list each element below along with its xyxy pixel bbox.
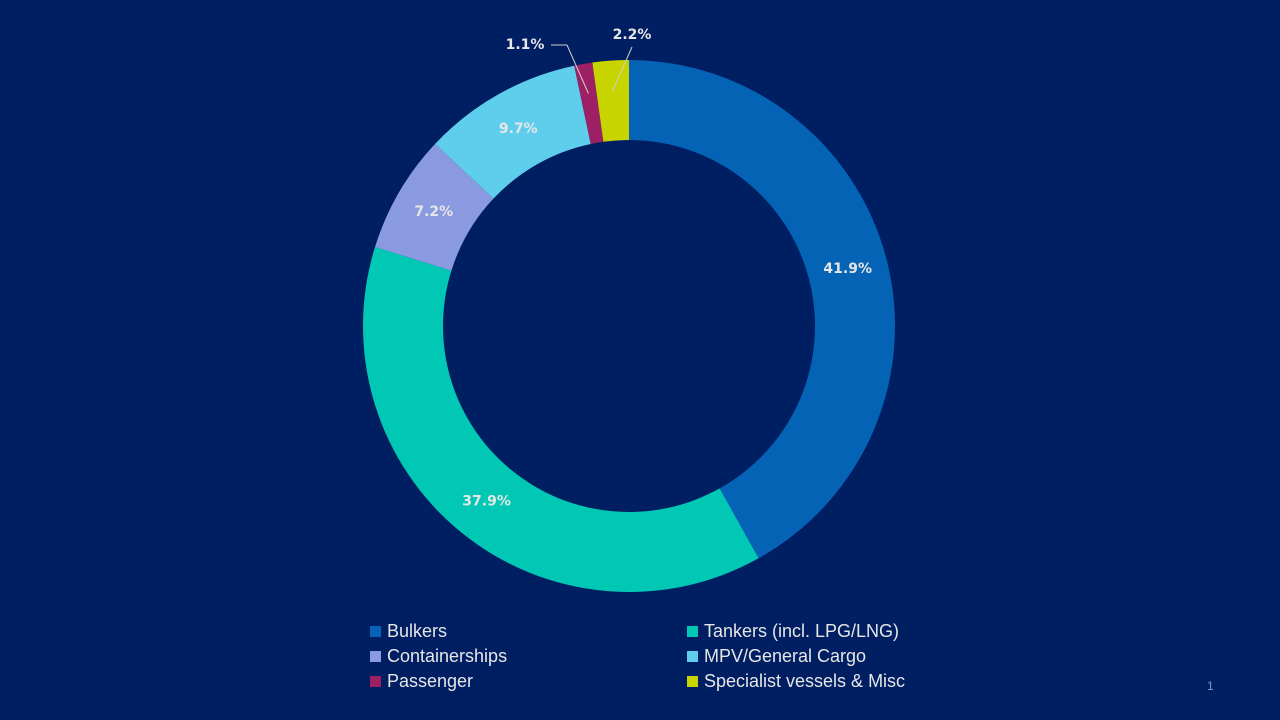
legend-swatch-mpv-general-cargo (687, 650, 698, 662)
legend-label-containerships: Containerships (387, 645, 508, 666)
data-label-passenger: 1.1% (506, 37, 545, 53)
data-label-specialist-vessels-misc: 2.2% (613, 27, 652, 43)
data-label-bulkers: 41.9% (823, 261, 872, 277)
legend-label-passenger: Passenger (387, 670, 474, 691)
donut-slice-bulkers (629, 60, 896, 559)
data-label-containerships: 7.2% (414, 204, 453, 220)
legend-label-bulkers: Bulkers (387, 620, 448, 641)
donut-slice-containerships (375, 143, 494, 271)
donut-slice-tankers-incl-lpg-lng (363, 246, 759, 592)
legend-item-specialist-vessels: Specialist vessels & Misc (687, 670, 970, 692)
donut-slice-specialist-vessels-misc (592, 60, 629, 142)
leader-line-specialist-vessels-misc (612, 46, 633, 91)
legend-swatch-specialist-vessels (687, 675, 698, 687)
legend-item-containerships: Containerships (370, 645, 687, 667)
legend-label-mpv-general-cargo: MPV/General Cargo (704, 645, 867, 666)
legend-label-specialist-vessels: Specialist vessels & Misc (704, 670, 906, 691)
legend-label-tankers: Tankers (incl. LPG/LNG) (704, 620, 900, 641)
data-label-tankers-incl-lpg-lng: 37.9% (462, 493, 511, 509)
page-number: 1 (1207, 679, 1214, 693)
legend-swatch-containerships (370, 650, 381, 662)
legend-item-bulkers: Bulkers (370, 620, 687, 642)
legend-item-passenger: Passenger (370, 670, 687, 692)
legend-item-mpv-general-cargo: MPV/General Cargo (687, 645, 970, 667)
donut-slice-mpv-general-cargo (435, 65, 591, 199)
data-label-mpv-general-cargo: 9.7% (499, 121, 538, 137)
chart-legend: Bulkers Tankers (incl. LPG/LNG) Containe… (370, 620, 970, 692)
legend-item-tankers: Tankers (incl. LPG/LNG) (687, 620, 970, 642)
leader-line-passenger (551, 44, 589, 94)
legend-swatch-bulkers (370, 625, 381, 637)
donut-slice-passenger (574, 62, 604, 144)
legend-swatch-tankers (687, 625, 698, 637)
legend-swatch-passenger (370, 675, 381, 687)
